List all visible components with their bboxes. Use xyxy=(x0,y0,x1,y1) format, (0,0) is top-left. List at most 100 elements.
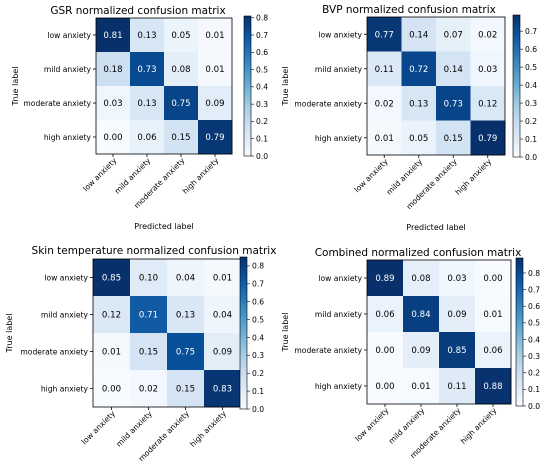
heatmap-cell xyxy=(470,120,506,156)
matrix-frame xyxy=(366,16,506,156)
cell-value-label: 0.01 xyxy=(483,310,502,320)
cell-value-label: 0.15 xyxy=(444,134,463,144)
y-tick-label: high anxiety xyxy=(41,385,89,394)
x-tick-label: high anxiety xyxy=(459,406,499,446)
y-tick-label: moderate anxiety xyxy=(294,346,362,355)
x-tick-label: mild anxiety xyxy=(387,406,427,446)
cell-value-label: 0.15 xyxy=(171,133,190,143)
heatmap-cell xyxy=(198,120,233,155)
x-tick-label: mild anxiety xyxy=(114,409,154,449)
heatmap-cell xyxy=(167,370,205,408)
cell-value-label: 0.89 xyxy=(375,274,394,284)
y-tick-label: low anxiety xyxy=(318,274,362,283)
cell-value-label: 0.73 xyxy=(444,99,463,109)
y-axis-label: True label xyxy=(5,314,14,354)
cell-value-label: 0.11 xyxy=(375,65,394,75)
y-tick-label: moderate anxiety xyxy=(20,348,88,357)
heatmap-cell xyxy=(401,17,437,52)
matrix-frame xyxy=(95,17,233,155)
cell-value-label: 0.03 xyxy=(103,99,122,109)
cell-value-label: 0.04 xyxy=(213,311,232,321)
colorbar-tick-label: 0.0 xyxy=(528,402,540,411)
cell-value-label: 0.01 xyxy=(375,134,394,144)
heatmap-cell xyxy=(439,332,476,369)
heatmap-cell xyxy=(96,18,131,53)
heatmap-cell xyxy=(475,332,512,369)
x-tick-label: high anxiety xyxy=(453,157,493,197)
panel-title: Skin temperature normalized confusion ma… xyxy=(32,245,277,257)
heatmap-cell xyxy=(475,296,512,333)
colorbar-tick-label: 0.0 xyxy=(525,153,537,162)
y-axis-label: True label xyxy=(281,67,290,107)
colorbar-tick-label: 0.1 xyxy=(256,135,268,144)
cell-value-label: 0.03 xyxy=(478,65,497,75)
cell-value-label: 0.03 xyxy=(447,274,466,284)
colorbar-tick-label: 0.3 xyxy=(528,352,540,361)
cell-value-label: 0.75 xyxy=(171,99,190,109)
heatmap-cell xyxy=(403,296,440,333)
heatmap-cell xyxy=(164,52,199,87)
panel-title: GSR normalized confusion matrix xyxy=(50,5,225,17)
heatmap-cell xyxy=(401,86,437,121)
cell-value-label: 0.14 xyxy=(409,30,428,40)
cell-value-label: 0.13 xyxy=(137,99,156,109)
heatmap-cell xyxy=(439,296,476,333)
colorbar-tick-label: 0.8 xyxy=(256,14,268,23)
colorbar xyxy=(512,14,521,158)
x-tick-label: low anxiety xyxy=(352,157,390,195)
heatmap-cell xyxy=(367,120,402,156)
y-tick-label: mild anxiety xyxy=(315,310,363,319)
colorbar-tick-label: 0.7 xyxy=(256,31,268,40)
heatmap-cell xyxy=(167,259,205,297)
cell-value-label: 0.04 xyxy=(176,274,195,284)
cell-value-label: 0.01 xyxy=(213,274,232,284)
cell-value-label: 0.83 xyxy=(213,385,232,395)
heatmap-cell xyxy=(436,86,471,121)
colorbar-tick-label: 0.0 xyxy=(252,405,264,414)
cell-value-label: 0.05 xyxy=(171,31,190,41)
cell-value-label: 0.79 xyxy=(478,134,497,144)
heatmap-cell xyxy=(130,259,168,297)
heatmap-cell xyxy=(130,18,165,53)
cell-value-label: 0.01 xyxy=(102,348,121,358)
heatmap-cell xyxy=(204,370,242,408)
heatmap-cell xyxy=(96,86,131,121)
colorbar-tick-label: 0.2 xyxy=(252,369,264,378)
y-tick-label: low anxiety xyxy=(44,274,88,283)
panel-skin-temperature: Skin temperature normalized confusion ma… xyxy=(5,245,277,463)
cell-value-label: 0.71 xyxy=(139,311,158,321)
heatmap-cell xyxy=(367,17,402,52)
heatmap-cell xyxy=(367,332,404,369)
heatmap-cell xyxy=(164,86,199,121)
cell-value-label: 0.00 xyxy=(483,274,502,284)
heatmap-cell xyxy=(93,259,131,297)
heatmap-cell xyxy=(164,120,199,155)
colorbar xyxy=(515,257,524,407)
heatmap-cell xyxy=(198,18,233,53)
colorbar-tick-label: 0.8 xyxy=(528,269,540,278)
colorbar-tick-label: 0.3 xyxy=(252,351,264,360)
colorbar-tick-label: 0.7 xyxy=(525,27,537,36)
y-tick-label: high anxiety xyxy=(315,382,363,391)
cell-value-label: 0.09 xyxy=(447,310,466,320)
cell-value-label: 0.79 xyxy=(205,133,224,143)
heatmap-cell xyxy=(401,51,437,87)
colorbar-tick-label: 0.6 xyxy=(525,45,537,54)
cell-value-label: 0.13 xyxy=(137,31,156,41)
cell-value-label: 0.00 xyxy=(102,385,121,395)
heatmap-cell xyxy=(93,296,131,334)
heatmap-cell xyxy=(96,120,131,155)
x-tick-label: high anxiety xyxy=(181,156,221,196)
cell-value-label: 0.01 xyxy=(205,31,224,41)
colorbar-tick-label: 0.5 xyxy=(525,63,537,72)
cell-value-label: 0.88 xyxy=(483,382,502,392)
cell-value-label: 0.01 xyxy=(205,65,224,75)
heatmap-cell xyxy=(367,51,402,87)
cell-value-label: 0.10 xyxy=(139,274,158,284)
cell-value-label: 0.08 xyxy=(171,65,190,75)
heatmap-cell xyxy=(167,333,205,371)
colorbar xyxy=(243,15,252,157)
cell-value-label: 0.07 xyxy=(444,30,463,40)
colorbar-tick-label: 0.7 xyxy=(528,285,540,294)
